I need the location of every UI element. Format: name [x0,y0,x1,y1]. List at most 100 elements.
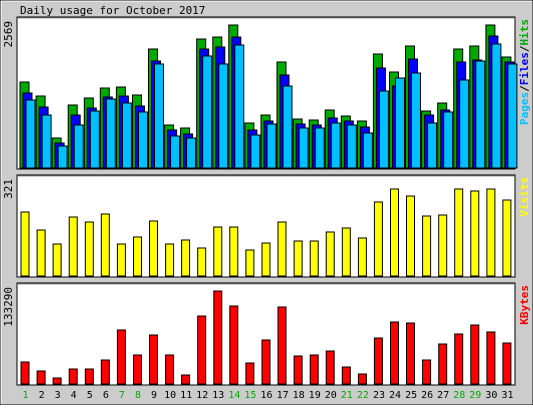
bar-visits-day-21 [341,227,351,277]
legend-part-hits-3: / [518,45,531,52]
bar-visits-day-18 [293,240,303,277]
bar-visits-day-23 [373,201,383,277]
legend-part-hits-2: Files [518,52,531,85]
bar-pages-day-29 [475,60,486,169]
day-label-21: 21 [341,390,353,401]
bar-visits-day-5 [84,221,94,277]
axis-max-label-visits: 321 [2,179,15,199]
bar-pages-day-7 [121,102,132,169]
bar-visits-day-10 [165,243,175,277]
bar-pages-day-31 [507,63,518,169]
bar-kbytes-day-18 [293,355,303,385]
bar-pages-day-10 [170,135,181,169]
bar-kbytes-day-6 [100,359,110,385]
bar-kbytes-day-10 [165,354,175,385]
bar-pages-day-12 [202,55,213,169]
bar-visits-day-29 [470,190,480,277]
bar-kbytes-day-24 [390,321,399,385]
day-label-13: 13 [212,390,224,401]
day-label-17: 17 [277,390,289,401]
bar-pages-day-6 [105,98,116,169]
bar-visits-day-31 [502,199,512,277]
bar-kbytes-day-14 [229,305,239,385]
bar-kbytes-day-28 [454,333,464,385]
bar-pages-day-24 [395,77,405,169]
bar-visits-day-4 [68,216,78,277]
bar-visits-day-1 [20,211,30,277]
day-label-26: 26 [421,390,433,401]
day-label-31: 31 [501,390,513,401]
bar-visits-day-26 [422,215,432,277]
day-label-23: 23 [373,390,385,401]
bar-kbytes-day-27 [438,343,448,385]
day-label-27: 27 [437,390,449,401]
bar-kbytes-day-8 [133,354,142,385]
bar-visits-day-16 [261,242,271,277]
bar-kbytes-day-30 [486,331,496,385]
bar-kbytes-day-22 [357,373,367,385]
bar-kbytes-day-9 [149,334,158,385]
bar-pages-day-28 [459,79,470,169]
bar-pages-day-30 [491,43,502,169]
bar-pages-day-13 [218,63,229,169]
bar-kbytes-day-15 [245,362,255,385]
legend-part-hits-0: Pages [518,92,531,125]
bar-kbytes-day-17 [277,306,287,385]
bar-pages-day-18 [298,127,309,169]
legend-hits: Pages/Files/Hits [518,19,531,125]
day-label-6: 6 [103,390,109,401]
bar-kbytes-day-12 [197,315,207,385]
bar-kbytes-day-3 [52,377,62,385]
bar-visits-day-30 [486,188,496,277]
legend-part-hits-1: / [518,85,531,92]
day-label-30: 30 [485,390,497,401]
bar-kbytes-day-26 [422,359,432,385]
bar-kbytes-day-7 [116,329,126,385]
chart-title: Daily usage for October 2017 [20,4,205,17]
bar-pages-day-2 [41,114,52,169]
day-label-10: 10 [164,390,176,401]
bar-visits-day-3 [52,243,62,277]
bar-kbytes-day-31 [502,342,512,385]
day-label-12: 12 [196,390,208,401]
legend-kbytes: KBytes [518,285,531,325]
panel-visits: 321 Visits [2,174,531,278]
day-label-18: 18 [293,390,305,401]
day-label-19: 19 [309,390,321,401]
day-label-3: 3 [55,390,61,401]
bar-visits-day-19 [309,240,319,277]
bar-pages-day-11 [186,137,197,169]
bar-pages-day-14 [234,44,245,169]
bar-kbytes-day-21 [341,366,351,385]
bar-kbytes-day-16 [261,339,271,385]
bar-visits-day-8 [133,236,142,277]
bar-kbytes-day-4 [68,368,78,385]
day-label-29: 29 [469,390,481,401]
bar-pages-day-27 [443,111,454,169]
bar-pages-day-5 [89,110,100,169]
legend-visits: Visits [518,177,531,217]
bar-visits-day-24 [390,188,399,277]
axis-max-label-hits: 2569 [2,21,15,48]
day-label-9: 9 [151,390,157,401]
bar-visits-day-7 [116,243,126,277]
bar-pages-day-8 [138,111,148,169]
bar-visits-day-14 [229,226,239,277]
bar-visits-day-13 [213,226,223,277]
day-label-1: 1 [22,390,28,401]
bar-visits-day-12 [197,247,207,277]
bar-visits-day-6 [100,213,110,277]
day-label-22: 22 [357,390,369,401]
bar-kbytes-day-25 [406,322,415,385]
bar-pages-day-25 [411,72,421,169]
bar-kbytes-day-13 [213,290,223,385]
panel-kbytes: 133290 KBytes [2,282,531,386]
bar-kbytes-day-11 [181,374,191,385]
bar-pages-day-15 [250,134,261,169]
bar-kbytes-day-5 [84,368,94,385]
day-label-28: 28 [453,390,465,401]
bar-visits-day-11 [181,239,191,277]
bar-visits-day-20 [325,231,335,277]
bar-visits-day-27 [438,214,448,277]
bar-pages-day-17 [282,85,293,169]
